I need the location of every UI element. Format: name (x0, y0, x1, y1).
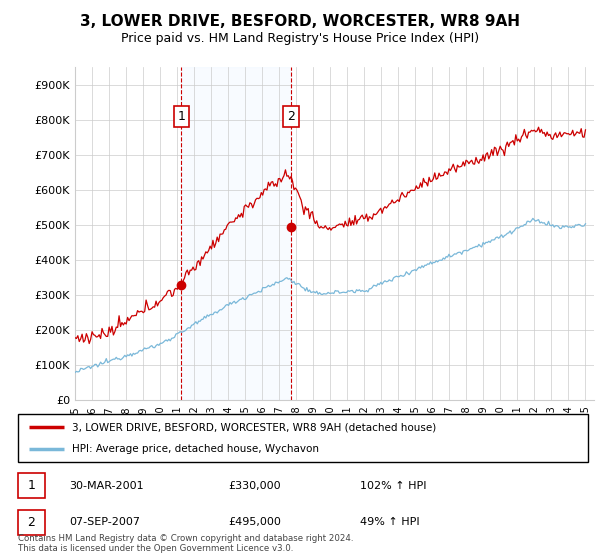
Text: 3, LOWER DRIVE, BESFORD, WORCESTER, WR8 9AH (detached house): 3, LOWER DRIVE, BESFORD, WORCESTER, WR8 … (72, 422, 436, 432)
FancyBboxPatch shape (18, 510, 45, 534)
Text: 30-MAR-2001: 30-MAR-2001 (69, 481, 143, 491)
Text: 2: 2 (287, 110, 295, 123)
FancyBboxPatch shape (18, 474, 45, 498)
Text: £330,000: £330,000 (228, 481, 281, 491)
Text: 49% ↑ HPI: 49% ↑ HPI (360, 517, 419, 527)
FancyBboxPatch shape (18, 414, 588, 462)
Text: 1: 1 (28, 479, 35, 492)
Text: Contains HM Land Registry data © Crown copyright and database right 2024.
This d: Contains HM Land Registry data © Crown c… (18, 534, 353, 553)
Text: HPI: Average price, detached house, Wychavon: HPI: Average price, detached house, Wych… (72, 444, 319, 454)
Text: 2: 2 (28, 516, 35, 529)
Text: 102% ↑ HPI: 102% ↑ HPI (360, 481, 427, 491)
Text: Price paid vs. HM Land Registry's House Price Index (HPI): Price paid vs. HM Land Registry's House … (121, 32, 479, 45)
Text: 1: 1 (178, 110, 185, 123)
Text: 07-SEP-2007: 07-SEP-2007 (69, 517, 140, 527)
Text: £495,000: £495,000 (228, 517, 281, 527)
Text: 3, LOWER DRIVE, BESFORD, WORCESTER, WR8 9AH: 3, LOWER DRIVE, BESFORD, WORCESTER, WR8 … (80, 14, 520, 29)
Bar (181, 67, 291, 400)
